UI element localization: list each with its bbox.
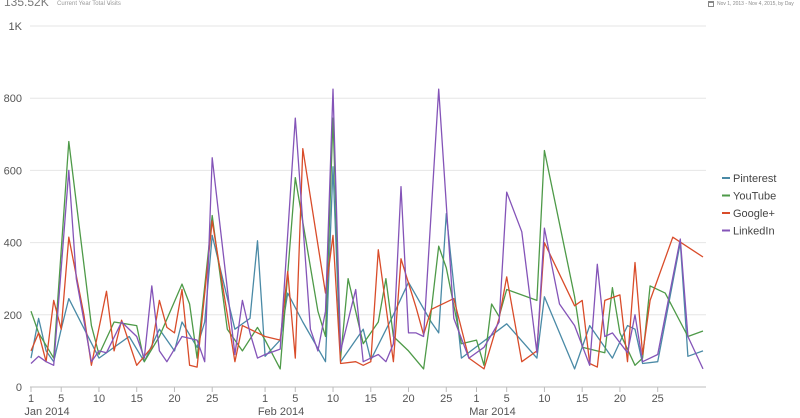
x-tick-label: 1 <box>473 393 479 405</box>
legend-label-youtube: YouTube <box>733 191 776 203</box>
x-tick-label: 10 <box>93 393 105 405</box>
x-tick-label: 5 <box>292 393 298 405</box>
y-tick-label: 1K <box>9 21 23 33</box>
series-lines <box>30 88 704 370</box>
series-line-youtube <box>30 117 704 370</box>
x-tick-label: 15 <box>365 393 377 405</box>
x-tick-label: 5 <box>58 393 64 405</box>
x-tick-label: 15 <box>576 393 588 405</box>
month-label: Feb 2014 <box>258 406 304 418</box>
legend-label-pinterest: Pinterest <box>733 173 776 185</box>
x-tick-label: 15 <box>131 393 143 405</box>
y-tick-label: 200 <box>4 310 22 322</box>
y-tick-label: 800 <box>4 93 22 105</box>
legend-label-google-: Google+ <box>733 208 775 220</box>
legend: Pinterest YouTube Google+ LinkedIn <box>722 173 776 238</box>
x-tick-label: 25 <box>652 393 664 405</box>
series-line-linkedin <box>30 88 704 370</box>
header-bar: 135.52K Current Year Total Visits ⌄ Nov … <box>0 0 800 12</box>
chevron-down-icon[interactable]: ⌄ <box>106 0 112 7</box>
x-tick-label: 5 <box>504 393 510 405</box>
calendar-icon[interactable] <box>708 1 714 7</box>
month-label: Mar 2014 <box>469 406 515 418</box>
legend-label-linkedin: LinkedIn <box>733 226 775 238</box>
x-tick-label: 10 <box>327 393 339 405</box>
x-tick-label: 10 <box>538 393 550 405</box>
x-tick-label: 20 <box>614 393 626 405</box>
x-tick-label: 1 <box>262 393 268 405</box>
x-tick-label: 1 <box>28 393 34 405</box>
x-tick-label: 25 <box>206 393 218 405</box>
total-visits-value: 135.52K <box>4 0 49 9</box>
total-visits-label[interactable]: Current Year Total Visits <box>57 1 121 7</box>
month-label: Jan 2014 <box>24 406 69 418</box>
x-tick-label: 20 <box>168 393 180 405</box>
y-tick-label: 400 <box>4 238 22 250</box>
x-tick-label: 25 <box>440 393 452 405</box>
y-tick-label: 600 <box>4 165 22 177</box>
date-range-label[interactable]: Nov 1, 2013 - Nov 4, 2015, by Day <box>717 1 794 7</box>
y-tick-label: 0 <box>16 382 22 394</box>
series-line-google- <box>30 148 704 370</box>
x-tick-label: 20 <box>402 393 414 405</box>
